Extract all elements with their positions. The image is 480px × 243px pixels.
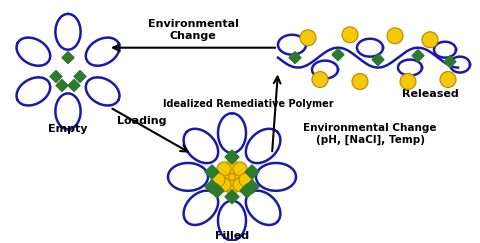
Text: Released: Released xyxy=(402,89,458,99)
Polygon shape xyxy=(225,150,239,164)
Polygon shape xyxy=(245,180,259,194)
Circle shape xyxy=(233,178,247,192)
Polygon shape xyxy=(205,180,219,194)
Circle shape xyxy=(440,71,456,87)
Polygon shape xyxy=(74,70,86,82)
Circle shape xyxy=(387,28,403,44)
Circle shape xyxy=(215,170,229,184)
Circle shape xyxy=(233,162,247,176)
Circle shape xyxy=(235,170,249,184)
Circle shape xyxy=(342,27,358,43)
Circle shape xyxy=(225,170,239,184)
Polygon shape xyxy=(412,50,424,62)
Circle shape xyxy=(300,30,316,46)
Polygon shape xyxy=(372,54,384,66)
Polygon shape xyxy=(245,165,259,179)
Circle shape xyxy=(211,173,225,187)
Circle shape xyxy=(217,178,231,192)
Polygon shape xyxy=(62,52,74,64)
Text: Idealized Remediative Polymer: Idealized Remediative Polymer xyxy=(163,99,333,109)
Circle shape xyxy=(312,71,328,87)
Circle shape xyxy=(352,74,368,89)
Circle shape xyxy=(217,162,231,176)
Text: Environmental Change
(pH, [NaCl], Temp): Environmental Change (pH, [NaCl], Temp) xyxy=(303,123,437,145)
Polygon shape xyxy=(210,184,224,198)
Polygon shape xyxy=(225,190,239,204)
Polygon shape xyxy=(289,52,301,64)
Circle shape xyxy=(400,74,416,89)
Polygon shape xyxy=(205,165,219,179)
Polygon shape xyxy=(68,79,80,91)
Text: Loading: Loading xyxy=(117,116,167,126)
Circle shape xyxy=(225,180,239,194)
Polygon shape xyxy=(50,70,62,82)
Text: Empty: Empty xyxy=(48,124,88,134)
Text: Filled: Filled xyxy=(215,231,249,241)
Text: Environmental
Change: Environmental Change xyxy=(147,19,239,41)
Polygon shape xyxy=(56,79,68,91)
Circle shape xyxy=(225,160,239,174)
Polygon shape xyxy=(444,56,456,68)
Circle shape xyxy=(239,173,253,187)
Polygon shape xyxy=(332,49,344,61)
Polygon shape xyxy=(240,184,254,198)
Circle shape xyxy=(422,32,438,48)
